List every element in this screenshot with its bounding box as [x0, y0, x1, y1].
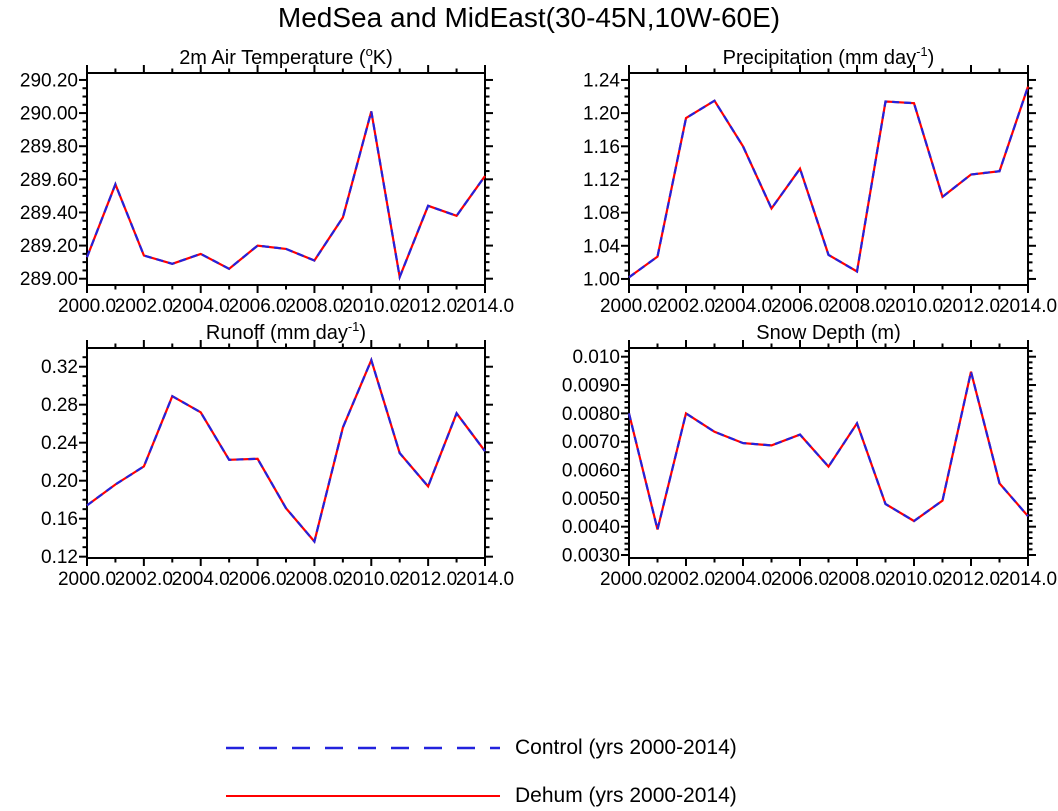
plot-frame	[86, 347, 486, 559]
panel-4: 2000.02002.02004.02006.02008.02010.02012…	[562, 322, 1057, 590]
y-tick-label: 0.010	[572, 347, 620, 368]
x-tick-label: 2012.0	[399, 569, 457, 590]
panel-title: Snow Depth (m)	[756, 322, 901, 344]
x-tick-label: 2004.0	[172, 296, 230, 317]
y-tick-label: 0.32	[41, 357, 78, 378]
y-tick-label: 0.0040	[562, 517, 620, 538]
x-tick-label: 2008.0	[285, 569, 343, 590]
y-tick-label: 1.00	[583, 269, 620, 290]
y-tick-label: 0.12	[41, 547, 78, 568]
y-tick-label: 290.00	[20, 104, 78, 125]
y-tick-label: 289.60	[20, 170, 78, 191]
x-tick-label: 2008.0	[828, 569, 886, 590]
x-tick-label: 2014.0	[456, 296, 514, 317]
x-tick-label: 2006.0	[771, 569, 829, 590]
x-tick-label: 2010.0	[885, 569, 943, 590]
x-tick-label: 2008.0	[285, 296, 343, 317]
x-tick-label: 2006.0	[771, 296, 829, 317]
y-tick-label: 0.24	[41, 433, 78, 454]
x-tick-label: 2008.0	[828, 296, 886, 317]
panel-3: 2000.02002.02004.02006.02008.02010.02012…	[41, 319, 514, 590]
panel-2: 2000.02002.02004.02006.02008.02010.02012…	[583, 44, 1057, 317]
y-tick-label: 1.24	[583, 70, 620, 91]
y-tick-label: 289.00	[20, 269, 78, 290]
series-line-control	[627, 371, 1029, 530]
x-tick-label: 2000.0	[58, 296, 116, 317]
x-tick-label: 2002.0	[115, 569, 173, 590]
y-tick-label: 1.04	[583, 236, 620, 257]
x-tick-label: 2012.0	[399, 296, 457, 317]
y-tick-label: 0.0090	[562, 376, 620, 397]
series-line-dehum	[627, 371, 1029, 530]
series-line-dehum	[85, 111, 486, 282]
x-tick-label: 2002.0	[657, 569, 715, 590]
y-tick-label: 1.20	[583, 104, 620, 125]
series-line-control	[86, 356, 486, 544]
y-tick-label: 0.28	[41, 395, 78, 416]
y-tick-label: 0.0050	[562, 489, 620, 510]
panel-title: Precipitation (mm day-1)	[723, 44, 935, 69]
x-tick-label: 2010.0	[342, 569, 400, 590]
x-tick-label: 2014.0	[999, 296, 1057, 317]
legend-line-control-icon	[226, 746, 500, 750]
x-tick-label: 2014.0	[456, 569, 514, 590]
y-tick-label: 289.40	[20, 203, 78, 224]
y-tick-label: 0.0030	[562, 545, 620, 566]
x-tick-label: 2002.0	[657, 296, 715, 317]
y-tick-label: 0.0080	[562, 404, 620, 425]
y-tick-label: 0.0060	[562, 461, 620, 482]
panel-title: 2m Air Temperature (oK)	[179, 44, 393, 69]
y-tick-label: 290.20	[20, 70, 78, 91]
legend-line-dehum-icon	[226, 795, 500, 797]
x-tick-label: 2004.0	[714, 569, 772, 590]
series-line-control	[628, 86, 1030, 279]
x-tick-label: 2000.0	[58, 569, 116, 590]
x-tick-label: 2004.0	[714, 296, 772, 317]
panel-title: Runoff (mm day-1)	[206, 319, 366, 344]
panel-1: 2000.02002.02004.02006.02008.02010.02012…	[20, 44, 514, 317]
legend-label-dehum: Dehum (yrs 2000-2014)	[515, 784, 737, 807]
x-tick-label: 2000.0	[600, 296, 658, 317]
x-tick-label: 2000.0	[600, 569, 658, 590]
x-tick-label: 2004.0	[172, 569, 230, 590]
y-tick-label: 0.20	[41, 471, 78, 492]
series-line-control	[85, 111, 486, 282]
plot-frame	[86, 72, 486, 286]
x-tick-label: 2010.0	[885, 296, 943, 317]
y-tick-label: 0.16	[41, 509, 78, 530]
x-tick-label: 2006.0	[229, 296, 287, 317]
x-tick-label: 2002.0	[115, 296, 173, 317]
figure-title: MedSea and MidEast(30-45N,10W-60E)	[277, 2, 781, 33]
x-tick-label: 2010.0	[342, 296, 400, 317]
x-tick-label: 2012.0	[942, 569, 1000, 590]
y-tick-label: 1.16	[583, 137, 620, 158]
y-tick-label: 289.80	[20, 137, 78, 158]
y-tick-label: 0.0070	[562, 432, 620, 453]
y-tick-label: 289.20	[20, 236, 78, 257]
y-tick-label: 1.12	[583, 170, 620, 191]
x-tick-label: 2012.0	[942, 296, 1000, 317]
y-tick-label: 1.08	[583, 203, 620, 224]
x-tick-label: 2006.0	[229, 569, 287, 590]
series-line-dehum	[86, 356, 486, 544]
legend-label-control: Control (yrs 2000-2014)	[515, 736, 737, 759]
x-tick-label: 2014.0	[999, 569, 1057, 590]
